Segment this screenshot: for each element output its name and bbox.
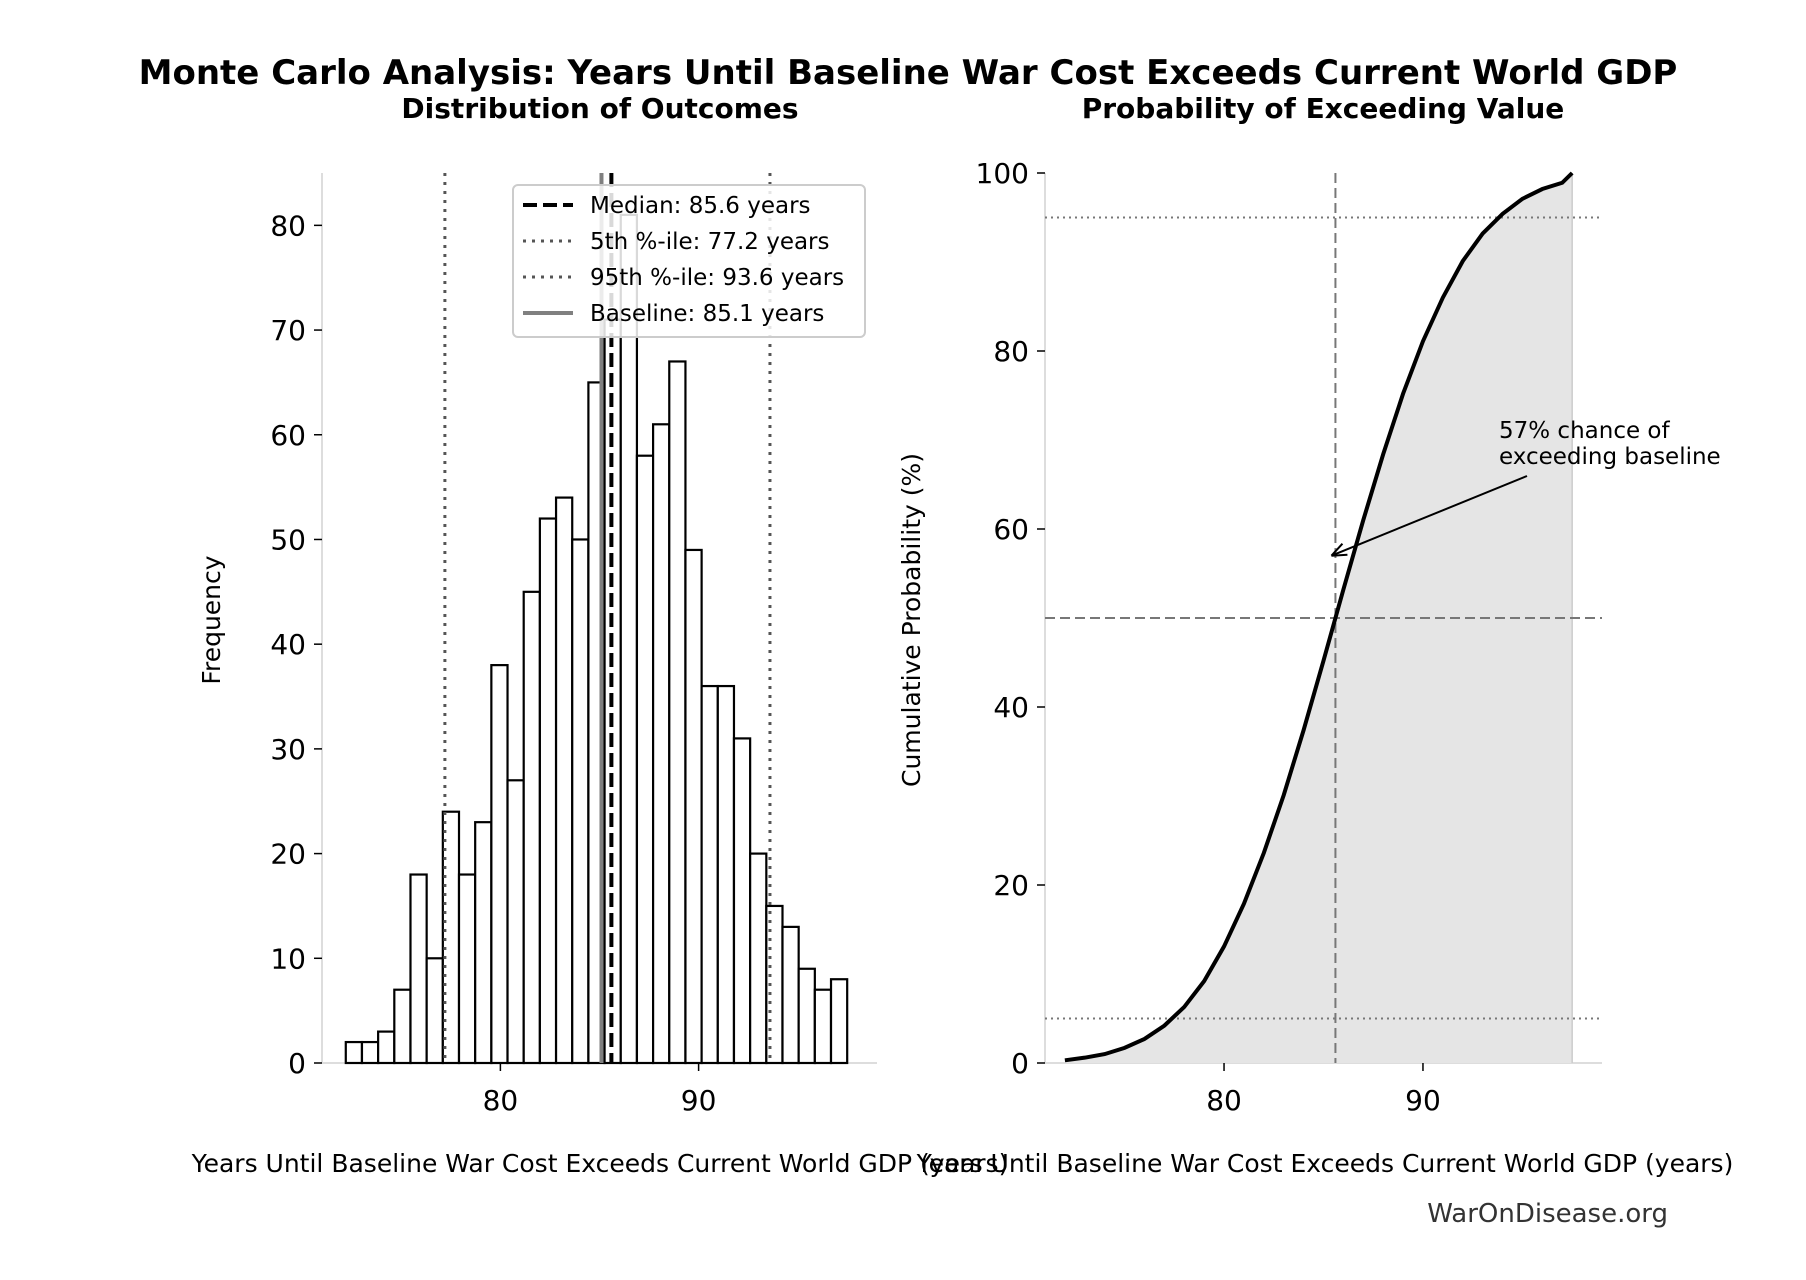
left-ylabel: Frequency [197, 555, 226, 684]
y-tick-label: 10 [270, 942, 306, 975]
legend-label: 95th %-ile: 93.6 years [590, 265, 844, 291]
y-tick-label: 20 [993, 869, 1029, 902]
histogram-bar [425, 957, 444, 1065]
cdf-line [1064, 171, 1574, 1063]
histogram-bar [716, 684, 736, 1065]
histogram-bar [603, 318, 622, 1065]
histogram-bar [554, 496, 574, 1065]
histogram-bar [829, 978, 849, 1065]
x-tick-label: 80 [483, 1084, 519, 1117]
histogram-bar [684, 548, 703, 1065]
histogram-bar [651, 423, 671, 1065]
histogram-bar [668, 360, 687, 1065]
legend-label: Baseline: 85.1 years [590, 301, 824, 327]
y-tick-label: 0 [1011, 1047, 1029, 1080]
figure-title: Monte Carlo Analysis: Years Until Baseli… [139, 53, 1678, 93]
right-ylabel: Cumulative Probability (%) [897, 453, 926, 787]
y-tick-label: 70 [270, 314, 306, 347]
histogram-bar [457, 873, 477, 1065]
y-tick-label: 100 [976, 157, 1029, 190]
annotation-line1: 57% chance of [1499, 418, 1671, 444]
histogram-bar [393, 988, 412, 1065]
histogram-bar [619, 213, 639, 1065]
histogram-bar [490, 664, 509, 1065]
cdf-fill [1064, 173, 1573, 1063]
histogram-panel: 0 10 20 30 40 50 60 70 80 80 90 Median: 85.6 years 5… [270, 173, 877, 1117]
right-subtitle: Probability of Exceeding Value [1082, 92, 1565, 125]
histogram-bar [700, 684, 719, 1065]
histogram-bar [506, 779, 525, 1065]
legend-label: 5th %-ile: 77.2 years [590, 229, 830, 255]
y-tick-label: 60 [993, 513, 1029, 546]
y-tick-label: 80 [993, 335, 1029, 368]
y-tick-label: 50 [270, 523, 306, 556]
histogram-bar [474, 821, 493, 1065]
histogram-bar [344, 1040, 364, 1065]
histogram-bar [538, 517, 558, 1065]
legend: Median: 85.6 years 5th %-ile: 77.2 years 9… [512, 184, 866, 338]
histogram-bar [781, 925, 800, 1065]
x-tick-label: 80 [1206, 1084, 1242, 1117]
right-xlabel: Years Until Baseline War Cost Exceeds Cu… [916, 1149, 1734, 1178]
histogram-bar [522, 590, 541, 1065]
annotation-arrow [1331, 475, 1528, 557]
watermark: WarOnDisease.org [1427, 1199, 1668, 1229]
legend-label: Median: 85.6 years [590, 193, 811, 219]
y-tick-label: 60 [270, 419, 306, 452]
annotation-line2: exceeding baseline [1499, 444, 1721, 470]
y-tick-label: 30 [270, 733, 306, 766]
histogram-bar [732, 737, 752, 1065]
histogram-bar [571, 538, 590, 1065]
y-tick-label: 80 [270, 209, 306, 242]
histogram-bar [377, 1030, 396, 1065]
left-subtitle: Distribution of Outcomes [401, 92, 798, 125]
legend-box [512, 184, 866, 338]
histogram-bar [409, 873, 428, 1065]
histogram-bar [635, 454, 655, 1065]
x-tick-label: 90 [1405, 1084, 1441, 1117]
y-tick-label: 40 [270, 628, 306, 661]
arrow-head-icon [1330, 543, 1348, 557]
x-tick-label: 90 [681, 1084, 717, 1117]
left-xlabel: Years Until Baseline War Cost Exceeds Cu… [191, 1149, 1009, 1178]
histogram-bar [797, 967, 816, 1065]
histogram-bar [749, 852, 768, 1065]
histogram-bar [813, 988, 833, 1065]
y-tick-label: 0 [288, 1047, 306, 1080]
histogram-bar [360, 1040, 380, 1065]
y-tick-label: 40 [993, 691, 1029, 724]
y-tick-label: 20 [270, 838, 306, 871]
